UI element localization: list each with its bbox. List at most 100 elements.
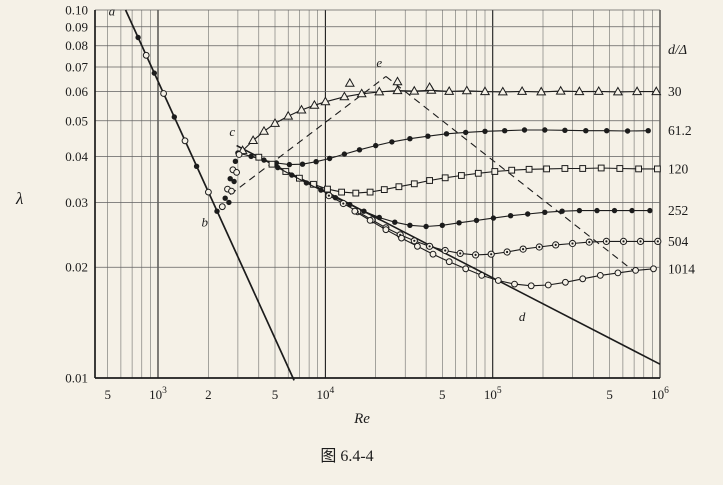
- triangle-open-marker: [497, 86, 508, 96]
- circle-filled-marker: [645, 128, 651, 134]
- circle-open-marker: [650, 265, 657, 273]
- circle-dot-center: [327, 194, 330, 197]
- triangle-open-marker: [444, 85, 455, 95]
- y-tick-label: 0.02: [65, 260, 88, 275]
- circle-dot-center: [490, 253, 493, 256]
- circle-filled-marker: [193, 163, 200, 169]
- y-tick-label: 0.06: [65, 84, 88, 99]
- circle-filled-marker: [576, 207, 583, 214]
- circle-filled-marker: [583, 128, 589, 134]
- series-line-504: [328, 195, 658, 256]
- circle-filled-marker: [341, 151, 348, 157]
- triangle-open-marker: [356, 88, 367, 98]
- circle-open-marker: [160, 90, 168, 97]
- circle-dot-center: [522, 248, 525, 251]
- point-label-c: c: [229, 124, 235, 139]
- circle-filled-marker: [222, 195, 228, 201]
- laminar-line: [124, 9, 295, 381]
- circle-filled-marker: [275, 164, 281, 171]
- circle-filled-marker: [135, 34, 141, 41]
- circle-filled-marker: [171, 114, 177, 120]
- x-tick-label: 2: [205, 387, 212, 402]
- fully-rough-boundary-falling-dashed: [385, 75, 637, 274]
- series-label-61-2: 61.2: [668, 123, 692, 138]
- circle-filled-marker: [373, 142, 379, 149]
- y-tick-label: 0.01: [65, 371, 88, 386]
- circle-dot-center: [656, 240, 659, 243]
- circle-dot-center: [571, 242, 574, 245]
- square-open-marker: [426, 177, 434, 184]
- triangle-open-marker: [632, 86, 643, 96]
- circle-open-marker: [462, 265, 470, 273]
- circle-filled-marker: [542, 209, 548, 215]
- circle-dot-center: [459, 252, 462, 255]
- triangle-open-marker: [339, 91, 350, 101]
- series-layer: [235, 84, 662, 290]
- circle-filled-marker: [507, 213, 514, 219]
- x-tick-label: 106: [651, 386, 669, 402]
- circle-filled-marker: [482, 128, 488, 134]
- circle-dot-center: [605, 240, 608, 243]
- circle-open-marker: [445, 258, 453, 266]
- circle-filled-marker: [376, 214, 382, 221]
- circle-open-marker: [233, 169, 241, 176]
- triangle-open-marker: [651, 86, 662, 96]
- circle-open-marker: [235, 151, 243, 158]
- square-open-marker: [310, 180, 317, 188]
- x-tick-label: 103: [149, 386, 167, 402]
- circle-dot-center: [428, 245, 431, 248]
- square-open-marker: [474, 169, 482, 177]
- triangle-open-marker: [479, 86, 491, 96]
- point-label-e: e: [376, 55, 382, 70]
- x-tick-label: 105: [484, 386, 502, 402]
- circle-open-marker: [632, 267, 639, 274]
- circle-filled-marker: [439, 222, 445, 228]
- y-tick-label: 0.04: [65, 149, 88, 164]
- circle-filled-marker: [647, 207, 653, 214]
- circle-open-marker: [596, 272, 604, 279]
- circle-open-marker: [579, 275, 587, 283]
- extra-scatter-layer: [135, 34, 435, 214]
- circle-open-marker: [205, 188, 212, 196]
- series-1014: [351, 207, 657, 290]
- circle-filled-marker: [611, 207, 618, 214]
- circle-filled-marker: [604, 128, 610, 134]
- triangle-open-marker: [283, 110, 294, 120]
- circle-dot-center: [342, 202, 345, 205]
- circle-filled-marker: [425, 133, 431, 139]
- series-61-2: [235, 127, 651, 168]
- y-tick-label: 0.08: [65, 38, 88, 53]
- square-open-marker: [458, 172, 465, 179]
- point-label-a: a: [109, 4, 116, 19]
- y-tick-label: 0.09: [65, 19, 88, 34]
- circle-dot-center: [474, 253, 477, 256]
- circle-filled-marker: [286, 161, 293, 168]
- series-30: [237, 84, 662, 155]
- circle-filled-marker: [525, 211, 531, 217]
- y-tick-label: 0.05: [65, 113, 88, 128]
- triangle-open-marker: [424, 81, 435, 91]
- x-tick-label: 5: [439, 387, 446, 402]
- circle-open-marker: [398, 234, 405, 242]
- circle-dot-center: [622, 240, 625, 243]
- y-tick-label: 0.10: [65, 3, 88, 18]
- circle-filled-marker: [299, 161, 306, 167]
- reference-lines-layer: [124, 9, 661, 381]
- triangle-open-marker: [258, 125, 270, 135]
- circle-open-marker: [181, 137, 189, 145]
- triangle-open-marker: [536, 86, 547, 96]
- circle-filled-marker: [407, 136, 413, 142]
- circle-filled-marker: [361, 208, 367, 214]
- y-axis-title: λ: [16, 189, 24, 208]
- series-252: [275, 164, 653, 230]
- square-open-marker: [616, 165, 624, 172]
- circle-filled-marker: [389, 139, 395, 145]
- circle-filled-marker: [463, 129, 469, 136]
- triangle-open-marker: [374, 86, 385, 96]
- circle-open-marker: [562, 278, 569, 286]
- triangle-open-marker: [574, 86, 585, 96]
- square-open-marker: [654, 165, 661, 173]
- triangle-open-marker: [461, 85, 472, 95]
- circle-dot-center: [413, 239, 416, 242]
